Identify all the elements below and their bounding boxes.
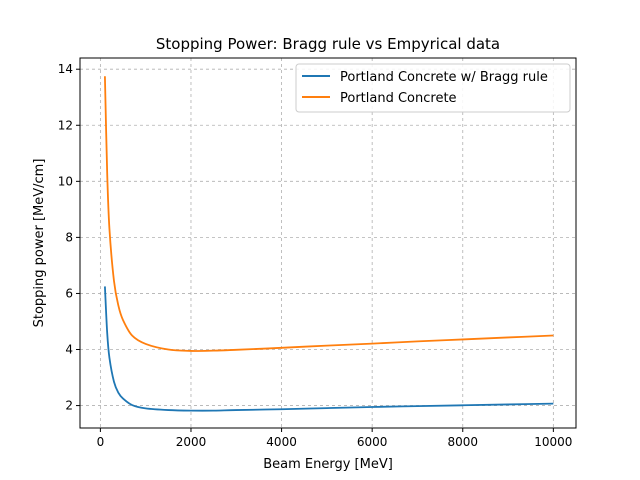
chart-title: Stopping Power: Bragg rule vs Empyrical … xyxy=(156,35,500,53)
series-line-0 xyxy=(104,286,554,412)
x-tick-label: 4000 xyxy=(266,435,297,449)
x-axis-label: Beam Energy [MeV] xyxy=(263,457,393,472)
legend-label-concrete: Portland Concrete xyxy=(340,91,457,106)
x-tick-label: 10000 xyxy=(534,435,572,449)
y-tick-label: 6 xyxy=(65,286,73,300)
y-tick-label: 4 xyxy=(65,343,73,357)
x-tick-label: 8000 xyxy=(447,435,478,449)
legend-label-bragg: Portland Concrete w/ Bragg rule xyxy=(340,70,548,85)
x-tick-label: 2000 xyxy=(176,435,207,449)
axis-ticks: 0 2000 4000 6000 8000 10000 2 4 6 8 10 12 14 xyxy=(58,62,573,449)
plot-frame xyxy=(79,57,577,429)
x-tick-label: 6000 xyxy=(357,435,388,449)
y-tick-label: 2 xyxy=(65,399,73,413)
series-layer xyxy=(104,76,554,412)
y-axis-label: Stopping power [MeV/cm] xyxy=(32,159,47,328)
y-tick-label: 14 xyxy=(58,62,73,76)
y-tick-label: 8 xyxy=(65,230,73,244)
y-tick-label: 12 xyxy=(58,118,73,132)
legend-box xyxy=(295,63,571,113)
x-tick-label: 0 xyxy=(97,435,105,449)
series-line-1 xyxy=(104,76,554,352)
y-tick-label: 10 xyxy=(58,174,73,188)
legend: Portland Concrete w/ Bragg rule Portland… xyxy=(295,63,571,113)
